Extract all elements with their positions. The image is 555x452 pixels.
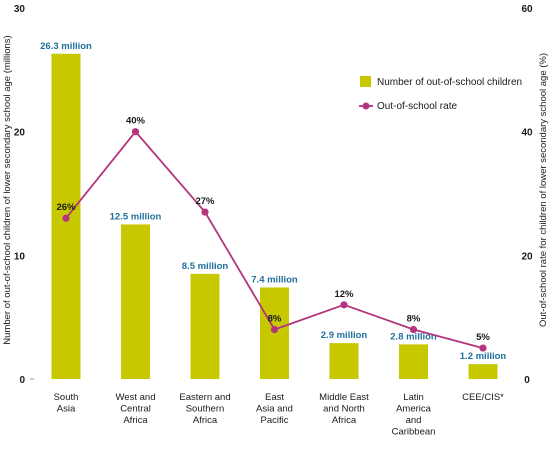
bar-value-label: 2.9 million	[321, 330, 368, 341]
bar	[260, 287, 289, 379]
bar-value-label: 1.2 million	[460, 351, 507, 362]
legend-bar-swatch	[360, 76, 371, 87]
bar-value-label: 12.5 million	[110, 211, 162, 222]
y2-tick-label: 20	[521, 251, 533, 262]
left-axis: 0 10 20 30	[14, 4, 34, 386]
legend-line-marker	[362, 102, 370, 110]
rate-point-label: 27%	[195, 196, 215, 207]
category-label: Eastern and Southern Africa	[179, 392, 230, 426]
bar	[121, 224, 150, 379]
y2-tick-label: 0	[524, 375, 530, 386]
y-axis-title: Number of out-of-school children of lowe…	[2, 35, 13, 344]
legend: Number of out-of-school children Out-of-…	[359, 76, 522, 112]
rate-point	[340, 301, 348, 309]
y-tick-label: 30	[14, 4, 26, 15]
category-label: Middle East and North Africa	[319, 392, 369, 426]
rate-point-label: 40%	[126, 116, 146, 127]
category-label: Latin America and Caribbean	[392, 392, 436, 438]
rate-point	[62, 214, 70, 222]
line-series: 26% 40% 27% 8% 12% 8% 5%	[56, 116, 490, 352]
rate-point-label: 5%	[476, 332, 490, 343]
rate-point-label: 8%	[407, 314, 421, 325]
legend-line-label: Out-of-school rate	[377, 101, 457, 112]
y-tick-label: 0	[19, 375, 25, 386]
bar	[190, 273, 220, 379]
bar	[329, 343, 359, 379]
y-tick-label: 10	[14, 251, 26, 262]
rate-point	[479, 344, 487, 352]
bar	[399, 344, 428, 379]
y2-axis-title: Out-of-school rate for children of lower…	[538, 53, 549, 327]
rate-point	[201, 208, 209, 216]
bar-value-label: 26.3 million	[40, 41, 92, 52]
rate-point	[409, 325, 418, 334]
category-label: East Asia and Pacific	[256, 392, 293, 426]
bar-series: 26.3 million 12.5 million 8.5 million 7.4 m…	[40, 41, 507, 380]
category-label: West and Central Africa	[116, 392, 156, 426]
y2-tick-label: 40	[521, 128, 533, 139]
right-axis: 0 20 40 60	[521, 4, 533, 386]
bar-value-label: 8.5 million	[182, 261, 229, 272]
category-label: CEE/CIS*	[462, 392, 504, 403]
y-tick-label: 20	[14, 128, 26, 139]
rate-point-label: 8%	[268, 314, 282, 325]
rate-point	[270, 325, 279, 334]
category-labels: South Asia West and Central Africa Eastern an…	[54, 392, 505, 438]
rate-point-label: 26%	[56, 202, 76, 213]
legend-bar-label: Number of out-of-school children	[377, 77, 522, 88]
bar-value-label: 2.8 million	[390, 331, 437, 342]
bar	[468, 364, 498, 379]
rate-point-label: 12%	[334, 289, 354, 300]
rate-point	[131, 128, 140, 136]
bar-value-label: 7.4 million	[251, 274, 298, 285]
category-label: South Asia	[54, 392, 79, 415]
y2-tick-label: 60	[521, 4, 533, 15]
